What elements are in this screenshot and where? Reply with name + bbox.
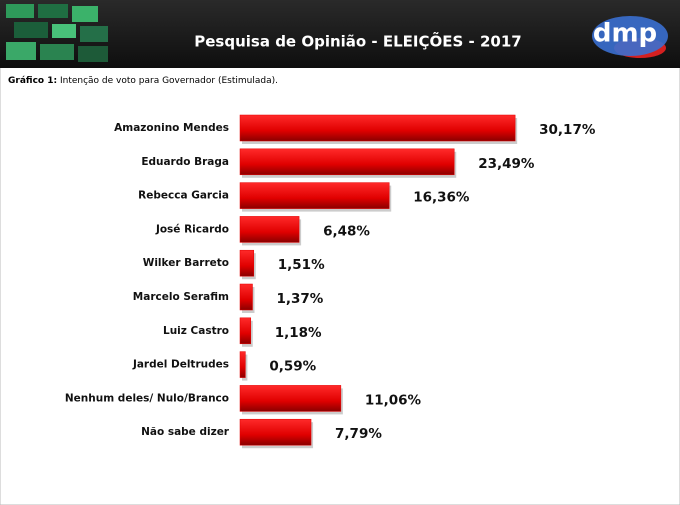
header-tiles bbox=[6, 4, 108, 62]
value-label: 7,79% bbox=[335, 426, 382, 442]
value-label: 1,37% bbox=[276, 291, 323, 307]
bar bbox=[239, 283, 253, 311]
value-label: 6,48% bbox=[323, 223, 370, 239]
bar bbox=[239, 317, 252, 345]
bar bbox=[239, 418, 312, 446]
bar bbox=[239, 148, 455, 176]
value-label: 23,49% bbox=[478, 156, 535, 172]
category-label: Jardel Deltrudes bbox=[132, 359, 229, 371]
category-label: José Ricardo bbox=[155, 223, 229, 235]
value-label: 1,51% bbox=[278, 257, 325, 273]
category-label: Amazonino Mendes bbox=[114, 122, 229, 134]
category-label: Marcelo Serafim bbox=[133, 291, 229, 303]
caption: Gráfico 1: Intenção de voto para Governa… bbox=[8, 76, 278, 86]
logo: dmp bbox=[592, 16, 668, 58]
category-label: Eduardo Braga bbox=[141, 156, 229, 168]
bar bbox=[239, 351, 246, 378]
category-label: Rebecca Garcia bbox=[138, 190, 229, 202]
bar bbox=[239, 216, 300, 243]
header bbox=[0, 0, 680, 68]
category-label: Luiz Castro bbox=[163, 325, 229, 337]
bar bbox=[239, 385, 342, 412]
category-label: Nenhum deles/ Nulo/Branco bbox=[65, 392, 229, 404]
chart-title: Pesquisa de Opinião - ELEIÇÕES - 2017 bbox=[194, 32, 521, 51]
bar bbox=[239, 182, 390, 209]
value-label: 30,17% bbox=[539, 122, 596, 138]
category-label: Wilker Barreto bbox=[143, 257, 229, 269]
category-label: Não sabe dizer bbox=[141, 426, 230, 438]
value-label: 16,36% bbox=[413, 190, 470, 206]
caption-label: Gráfico 1: bbox=[8, 76, 57, 86]
plot: Amazonino Mendes 30,17% Eduardo Braga 23,49… bbox=[65, 114, 596, 449]
bar bbox=[239, 114, 516, 142]
logo-text: dmp bbox=[593, 19, 657, 49]
caption-text: Intenção de voto para Governador (Estimu… bbox=[60, 76, 278, 86]
value-label: 0,59% bbox=[269, 359, 316, 375]
bar bbox=[239, 249, 255, 277]
value-label: 11,06% bbox=[365, 392, 422, 408]
value-label: 1,18% bbox=[275, 325, 322, 341]
